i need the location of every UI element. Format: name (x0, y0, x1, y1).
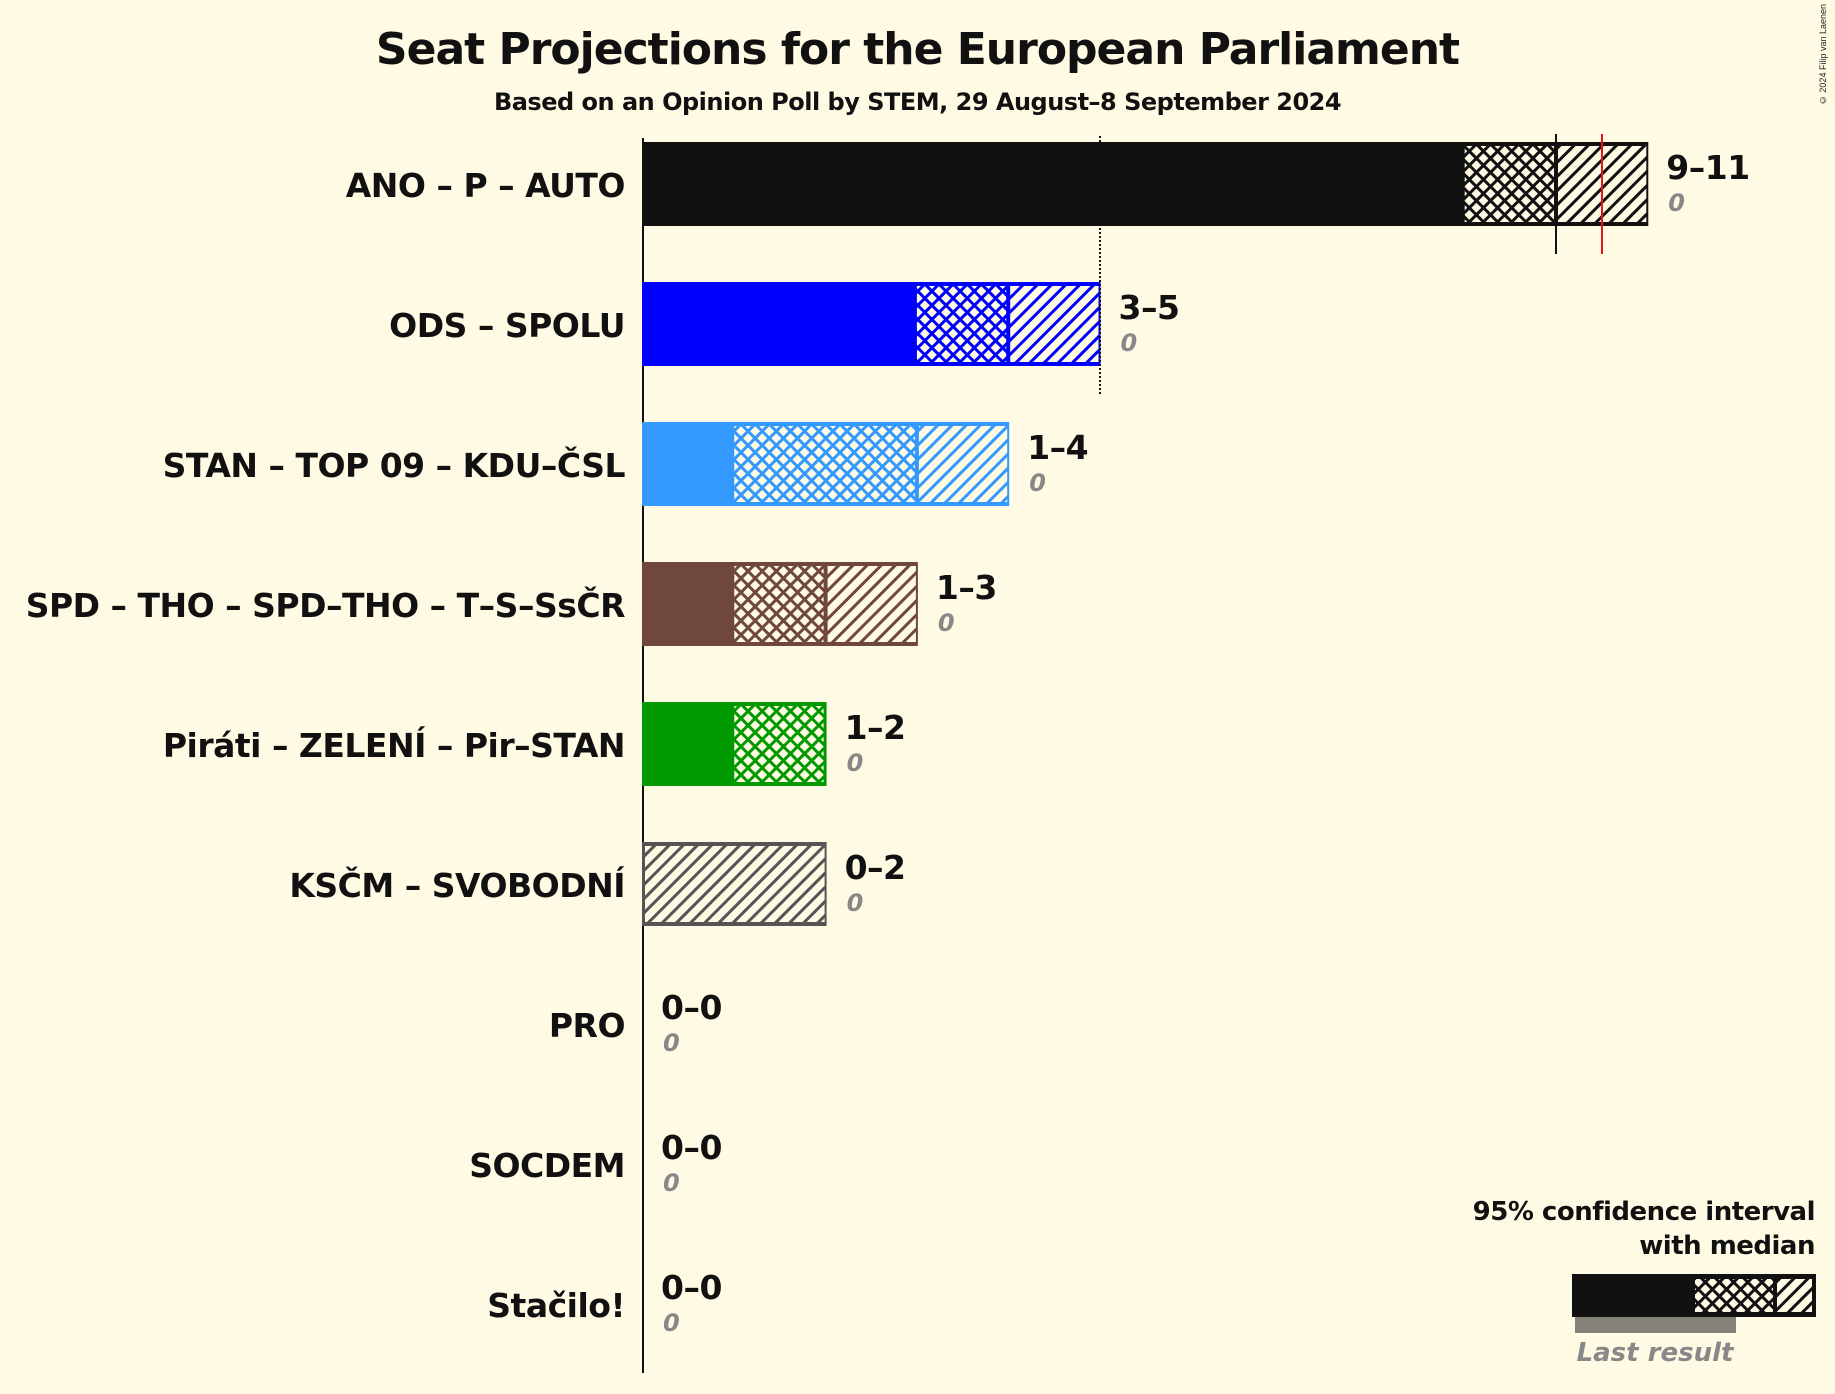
majority-line (1600, 134, 1603, 254)
legend-last-result-label: Last result (1576, 1338, 1734, 1368)
legend-title-line1: 95% confidence interval (1472, 1197, 1816, 1227)
seat-range-bar (642, 142, 1649, 226)
party-label: ODS – SPOLU (389, 306, 625, 345)
last-result-label: 0 (937, 609, 955, 637)
seat-range-label: 0–2 (844, 848, 906, 887)
last-result-label: 0 (846, 749, 864, 777)
seat-range-label: 1–2 (844, 708, 906, 747)
seat-range-label: 9–11 (1666, 148, 1750, 187)
seat-range-bar (642, 562, 918, 646)
legend-last-result-bar (1575, 1315, 1736, 1333)
party-label: SPD – THO – SPD–THO – T–S–SsČR (25, 586, 626, 625)
party-label: STAN – TOP 09 – KDU–ČSL (162, 446, 626, 485)
party-label: Stačilo! (487, 1286, 625, 1325)
seat-range-label: 3–5 (1118, 288, 1180, 327)
seat-range-bar (642, 702, 827, 786)
seat-range-label: 0–0 (661, 1128, 722, 1167)
party-label: ANO – P – AUTO (345, 166, 626, 205)
last-result-label: 0 (663, 1309, 680, 1337)
last-result-label: 0 (1668, 189, 1685, 217)
legend-swatch (1572, 1274, 1816, 1333)
party-label: Piráti – ZELENÍ – Pir–STAN (162, 726, 626, 765)
seat-range-label: 1–3 (935, 568, 997, 607)
last-result-label: 0 (663, 1169, 680, 1197)
last-result-label: 0 (1120, 329, 1138, 357)
last-result-label: 0 (846, 889, 864, 917)
last-result-label: 0 (1029, 469, 1046, 497)
last-result-label: 0 (663, 1029, 680, 1057)
chart-title: Seat Projections for the European Parlia… (375, 24, 1460, 75)
seat-range-label: 0–0 (661, 1268, 722, 1307)
seat-range-label: 0–0 (661, 988, 722, 1027)
legend-title-line2: with median (1639, 1231, 1815, 1261)
seat-range-bar (642, 422, 1010, 506)
party-label: SOCDEM (469, 1146, 625, 1185)
seat-range-label: 1–4 (1027, 428, 1089, 467)
party-label: PRO (548, 1006, 626, 1045)
chart-subtitle: Based on an Opinion Poll by STEM, 29 Aug… (493, 88, 1342, 116)
legend-title: 95% confidence interval with median (1472, 1195, 1816, 1263)
seat-range-bar (642, 282, 1101, 366)
median-line (1555, 134, 1557, 254)
party-label: KSČM – SVOBODNÍ (289, 866, 625, 905)
seat-range-bar (642, 842, 827, 926)
dotted-reference-line (1098, 136, 1101, 394)
